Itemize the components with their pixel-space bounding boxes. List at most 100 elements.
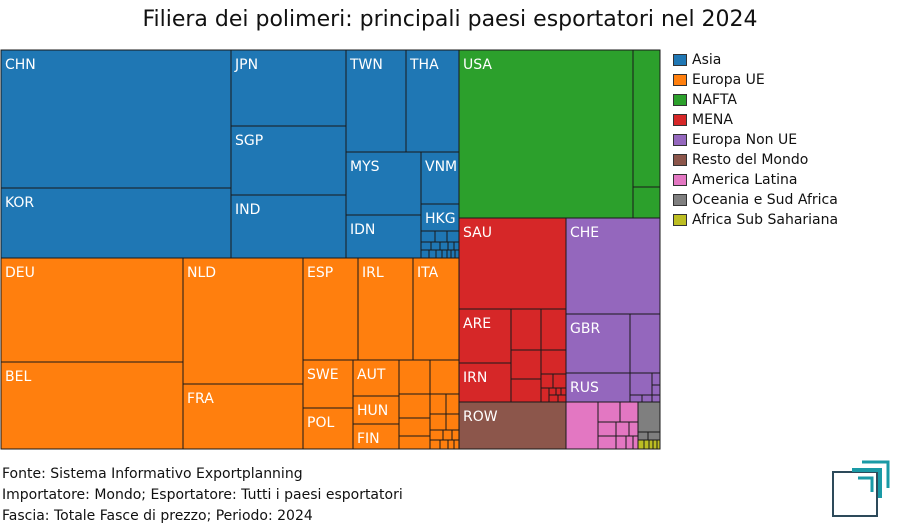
tile-label-fin: FIN bbox=[357, 431, 380, 447]
tile-mena-65 bbox=[540, 373, 554, 389]
tile-label-sgp: SGP bbox=[235, 133, 263, 149]
tile-mena-63 bbox=[540, 349, 567, 375]
tile-america_latina-85 bbox=[597, 401, 621, 423]
tile-europa_ue-53 bbox=[429, 439, 441, 450]
tile-asia-16 bbox=[439, 241, 449, 251]
tile-label-gbr: GBR bbox=[570, 321, 600, 337]
tile-oceania-94 bbox=[637, 401, 661, 433]
legend-swatch-europa-non-ue bbox=[673, 134, 687, 146]
tile-irn bbox=[458, 362, 512, 403]
legend-label-mena: MENA bbox=[692, 112, 733, 128]
tile-label-bel: BEL bbox=[5, 369, 31, 385]
tile-label-are: ARE bbox=[463, 316, 491, 332]
tile-asia-23 bbox=[446, 249, 452, 259]
tile-europa_ue-43 bbox=[398, 393, 431, 419]
tile-europa_ue-44 bbox=[429, 393, 447, 415]
tile-gbr bbox=[565, 313, 631, 374]
tile-europa_non_ue-80 bbox=[629, 394, 643, 403]
tile-che bbox=[565, 217, 661, 315]
tile-asia-25 bbox=[454, 249, 460, 259]
tile-europa_ue-45 bbox=[445, 393, 460, 415]
legend-item-mena: MENA bbox=[673, 110, 838, 130]
legend-swatch-mena bbox=[673, 114, 687, 126]
tile-label-idn: IDN bbox=[350, 222, 375, 238]
footer-source: Fonte: Sistema Informativo Exportplannin… bbox=[2, 466, 303, 482]
tile-label-kor: KOR bbox=[5, 195, 34, 211]
tile-europa_ue-48 bbox=[445, 413, 460, 431]
tile-europa_non_ue-82 bbox=[651, 394, 661, 403]
legend-item-nafta: NAFTA bbox=[673, 90, 838, 110]
tile-europa_ue-47 bbox=[429, 413, 447, 431]
tile-label-aut: AUT bbox=[357, 367, 386, 383]
tile-swe bbox=[302, 359, 354, 409]
tile-europa_non_ue-81 bbox=[641, 394, 653, 403]
tile-mena-60 bbox=[510, 308, 542, 351]
tile-label-chn: CHN bbox=[5, 57, 36, 73]
tile-europa_non_ue-77 bbox=[629, 372, 653, 396]
legend-label-europa-ue: Europa UE bbox=[692, 72, 765, 88]
tile-asia-22 bbox=[441, 249, 448, 259]
tile-europa_ue-52 bbox=[451, 429, 460, 441]
legend-item-africa-sub-sahariana: Africa Sub Sahariana bbox=[673, 210, 838, 230]
tile-nafta-28 bbox=[632, 186, 661, 219]
tile-america_latina-87 bbox=[597, 421, 617, 437]
tile-asia-15 bbox=[430, 241, 441, 251]
tile-label-sau: SAU bbox=[463, 225, 492, 241]
tile-europa_ue-49 bbox=[398, 435, 431, 450]
legend-item-europa-non-ue: Europa Non UE bbox=[673, 130, 838, 150]
legend-label-asia: Asia bbox=[692, 52, 722, 68]
tile-europa_ue-54 bbox=[439, 439, 449, 450]
legend-label-europa-non-ue: Europa Non UE bbox=[692, 132, 798, 148]
tile-europa_ue-46 bbox=[398, 417, 431, 437]
tile-label-rus: RUS bbox=[570, 380, 599, 396]
tile-sau bbox=[458, 217, 567, 310]
tile-chn bbox=[0, 49, 232, 189]
tile-label-tha: THA bbox=[409, 57, 439, 73]
tile-asia-19 bbox=[420, 249, 430, 259]
tile-america_latina-90 bbox=[597, 435, 617, 450]
tile-africa-101 bbox=[656, 439, 661, 450]
tile-asia-13 bbox=[446, 230, 460, 243]
tile-mena-71 bbox=[548, 394, 559, 403]
tile-mena-64 bbox=[510, 378, 542, 403]
tile-fra bbox=[182, 383, 304, 450]
logo-arrow-outer bbox=[852, 468, 882, 498]
tile-ita bbox=[412, 257, 460, 361]
tile-label-esp: ESP bbox=[307, 265, 333, 281]
tile-europa_ue-41 bbox=[398, 359, 431, 395]
tile-kor bbox=[0, 187, 232, 259]
tile-label-usa: USA bbox=[463, 57, 492, 73]
tile-europa_ue-42 bbox=[429, 359, 460, 395]
tile-usa bbox=[458, 49, 634, 219]
tile-africa-98 bbox=[643, 439, 650, 450]
legend-item-asia: Asia bbox=[673, 50, 838, 70]
tile-europa_non_ue-75 bbox=[629, 313, 661, 374]
tile-america_latina-86 bbox=[619, 401, 639, 423]
tile-europa_non_ue-79 bbox=[651, 384, 661, 396]
tile-mys bbox=[345, 151, 422, 216]
tile-label-hkg: HKG bbox=[425, 211, 456, 227]
tile-mena-62 bbox=[510, 349, 542, 380]
tile-asia-11 bbox=[420, 230, 436, 243]
tile-label-hun: HUN bbox=[357, 403, 388, 419]
legend-label-oceania: Oceania e Sud Africa bbox=[692, 192, 838, 208]
tile-europa_non_ue-78 bbox=[651, 372, 661, 386]
tile-label-nld: NLD bbox=[187, 265, 216, 281]
tile-europa_ue-50 bbox=[429, 429, 444, 441]
legend-item-europa-ue: Europa UE bbox=[673, 70, 838, 90]
tile-mena-68 bbox=[548, 387, 557, 396]
legend-swatch-nafta bbox=[673, 94, 687, 106]
tile-bel bbox=[0, 361, 184, 450]
legend-item-resto-del-mondo: Resto del Mondo bbox=[673, 150, 838, 170]
tile-label-ita: ITA bbox=[417, 265, 439, 281]
tile-mena-66 bbox=[552, 373, 567, 389]
legend-swatch-resto-del-mondo bbox=[673, 154, 687, 166]
tile-asia-17 bbox=[447, 241, 455, 251]
chart-title: Filiera dei polimeri: principali paesi e… bbox=[142, 7, 758, 32]
footer-price-range: Fascia: Totale Fasce di prezzo; Periodo:… bbox=[2, 508, 313, 524]
tile-label-deu: DEU bbox=[5, 265, 35, 281]
tile-asia-18 bbox=[453, 241, 460, 251]
tile-america_latina-84 bbox=[565, 401, 599, 450]
exportplanning-logo bbox=[832, 460, 890, 517]
